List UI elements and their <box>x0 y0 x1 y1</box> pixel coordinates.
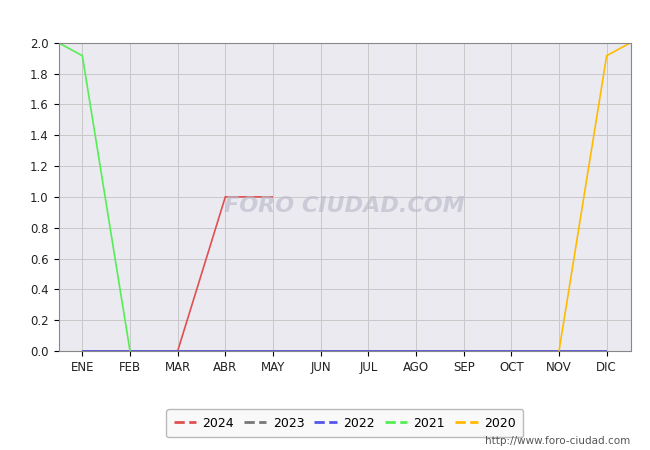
Text: FORO CIUDAD.COM: FORO CIUDAD.COM <box>224 196 465 216</box>
Legend: 2024, 2023, 2022, 2021, 2020: 2024, 2023, 2022, 2021, 2020 <box>166 409 523 437</box>
Text: http://www.foro-ciudad.com: http://www.foro-ciudad.com <box>486 436 630 446</box>
Text: Matriculaciones de Vehiculos en Bijuesca: Matriculaciones de Vehiculos en Bijuesca <box>155 10 495 28</box>
